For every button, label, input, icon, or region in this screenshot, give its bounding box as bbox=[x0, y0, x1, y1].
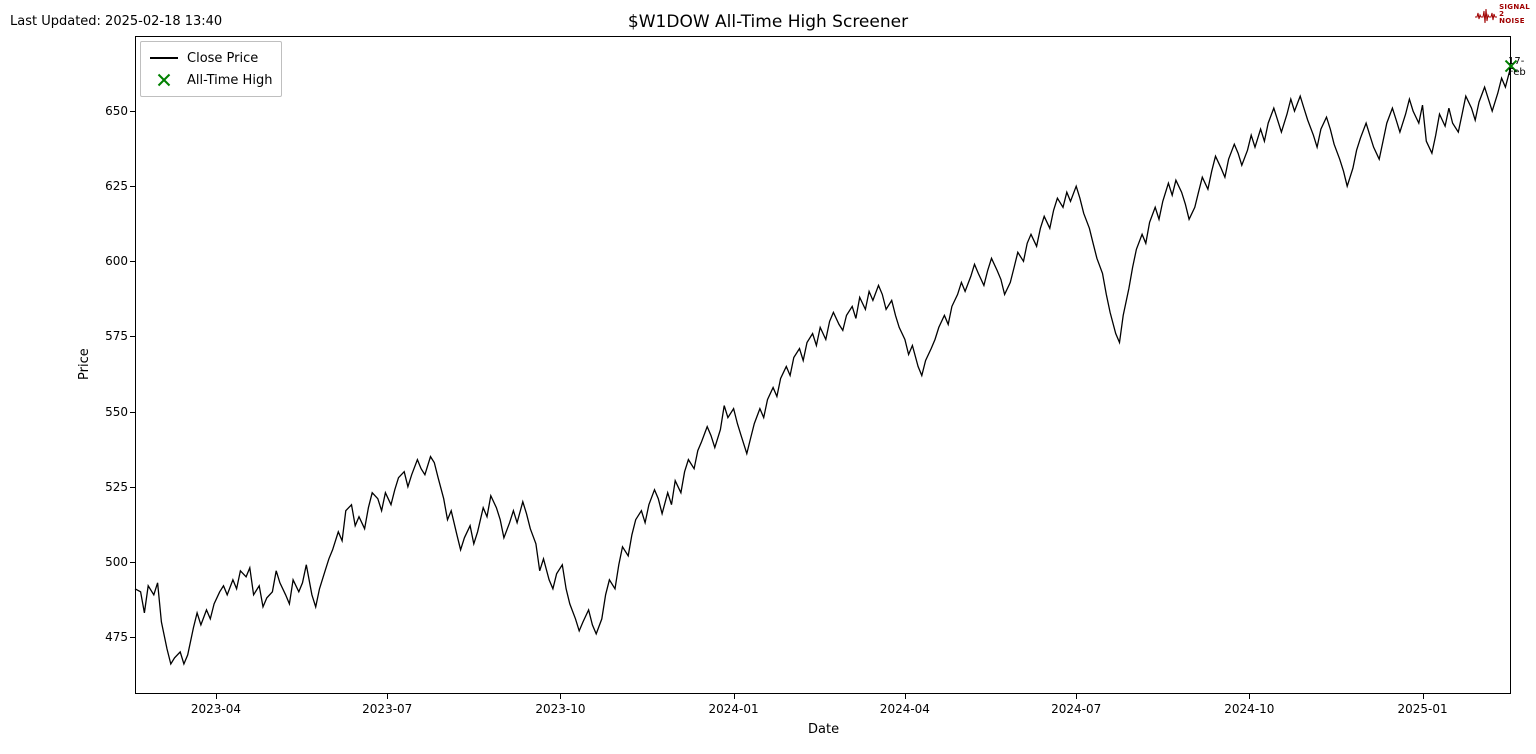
close-price-line bbox=[135, 66, 1511, 664]
price-line-chart bbox=[0, 0, 1536, 754]
all-time-high-label: 17-Feb bbox=[1508, 56, 1536, 78]
